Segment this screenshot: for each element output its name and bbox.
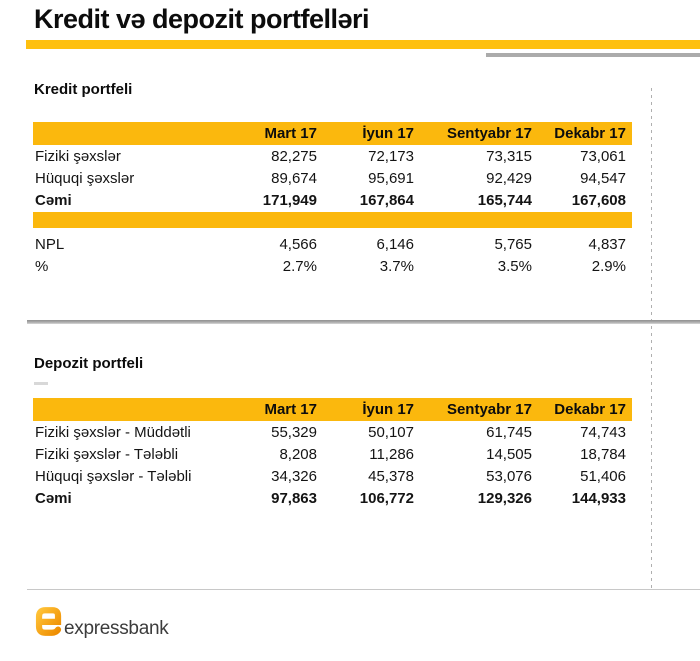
table-row: Cəmi 171,949 167,864 165,744 167,608 [33, 189, 632, 211]
small-gray-dash [34, 382, 48, 385]
gray-accent-bar [486, 53, 700, 57]
cell-value: 34,326 [271, 467, 317, 485]
table-row: Fiziki şəxslər - Tələbli 8,208 11,286 14,50… [33, 443, 632, 465]
cell-value: 95,691 [368, 169, 414, 187]
column-header: İyun 17 [323, 398, 420, 421]
table-row: Fiziki şəxslər - Müddətli 55,329 50,107 61,… [33, 421, 632, 443]
cell-value: 6,146 [376, 235, 414, 253]
section-divider [27, 320, 700, 324]
row-label: % [35, 257, 49, 275]
table-row: % 2.7% 3.7% 3.5% 2.9% [33, 255, 632, 277]
column-header-empty [33, 122, 238, 145]
cell-value: 73,315 [486, 147, 532, 165]
cell-value: 74,743 [580, 423, 626, 441]
cell-value: 144,933 [571, 489, 626, 507]
cell-value: 5,765 [494, 235, 532, 253]
cell-value: 171,949 [262, 191, 317, 209]
column-header: Mart 17 [238, 398, 323, 421]
table-row: Cəmi 97,863 106,772 129,326 144,933 [33, 487, 632, 509]
expressbank-logo-text: expressbank [64, 618, 169, 639]
row-label: Cəmi [35, 489, 72, 507]
row-label: Fiziki şəxslər - Tələbli [35, 445, 179, 463]
cell-value: 61,745 [486, 423, 532, 441]
table-header-row: Mart 17 İyun 17 Sentyabr 17 Dekabr 17 [33, 122, 632, 145]
table-row: Hüquqi şəxslər 89,674 95,691 92,429 94,547 [33, 167, 632, 189]
cell-value: 8,208 [279, 445, 317, 463]
table-row: Hüquqi şəxslər - Tələbli 34,326 45,378 53,0… [33, 465, 632, 487]
column-header: İyun 17 [323, 122, 420, 145]
cell-value: 73,061 [580, 147, 626, 165]
row-label: NPL [35, 235, 65, 253]
cell-value: 97,863 [271, 489, 317, 507]
footer-divider [27, 589, 700, 590]
cell-value: 4,566 [279, 235, 317, 253]
row-label: Hüquqi şəxslər [35, 169, 135, 187]
cell-value: 129,326 [477, 489, 532, 507]
cell-value: 3.5% [497, 257, 532, 275]
cell-value: 167,608 [571, 191, 626, 209]
cell-value: 53,076 [486, 467, 532, 485]
page-title: Kredit və depozit portfelləri [34, 4, 370, 34]
row-label: Hüquqi şəxslər - Tələbli [35, 467, 192, 485]
section-heading-kredit: Kredit portfeli [34, 81, 133, 98]
column-header: Mart 17 [238, 122, 323, 145]
cell-value: 18,784 [580, 445, 626, 463]
cell-value: 14,505 [486, 445, 532, 463]
cell-value: 51,406 [580, 467, 626, 485]
row-label: Fiziki şəxslər - Müddətli [35, 423, 191, 441]
npl-table: NPL 4,566 6,146 5,765 4,837% 2.7% 3.7% 3.5% 2.9% [33, 233, 632, 277]
column-header: Sentyabr 17 [420, 122, 538, 145]
cell-value: 55,329 [271, 423, 317, 441]
column-header: Dekabr 17 [538, 398, 632, 421]
cell-value: 165,744 [477, 191, 532, 209]
row-label: Fiziki şəxslər [35, 147, 121, 165]
kredit-portfolio-table: Mart 17 İyun 17 Sentyabr 17 Dekabr 17 Fiziki… [33, 122, 632, 211]
cell-value: 72,173 [368, 147, 414, 165]
cell-value: 4,837 [588, 235, 626, 253]
cell-value: 11,286 [369, 445, 414, 463]
cell-value: 106,772 [359, 489, 414, 507]
cell-value: 89,674 [271, 169, 317, 187]
cell-value: 50,107 [368, 423, 414, 441]
cell-value: 167,864 [359, 191, 414, 209]
expressbank-e-icon [35, 607, 62, 636]
table-header-row: Mart 17 İyun 17 Sentyabr 17 Dekabr 17 [33, 398, 632, 421]
column-header: Dekabr 17 [538, 122, 632, 145]
cell-value: 82,275 [271, 147, 317, 165]
cell-value: 3.7% [379, 257, 414, 275]
cell-value: 2.7% [282, 257, 317, 275]
separator-band [33, 212, 632, 228]
cell-value: 45,378 [368, 467, 414, 485]
table-row: Fiziki şəxslər 82,275 72,173 73,315 73,061 [33, 145, 632, 167]
cell-value: 94,547 [580, 169, 626, 187]
section-heading-depozit: Depozit portfeli [34, 355, 144, 372]
table-row: NPL 4,566 6,146 5,765 4,837 [33, 233, 632, 255]
vertical-dashed-divider [651, 88, 652, 588]
cell-value: 2.9% [591, 257, 626, 275]
expressbank-logo: expressbank [34, 606, 169, 639]
cell-value: 92,429 [486, 169, 532, 187]
column-header-empty [33, 398, 238, 421]
row-label: Cəmi [35, 191, 72, 209]
title-underline-bar [26, 40, 700, 49]
column-header: Sentyabr 17 [420, 398, 538, 421]
depozit-portfolio-table: Mart 17 İyun 17 Sentyabr 17 Dekabr 17 Fiziki… [33, 398, 632, 509]
